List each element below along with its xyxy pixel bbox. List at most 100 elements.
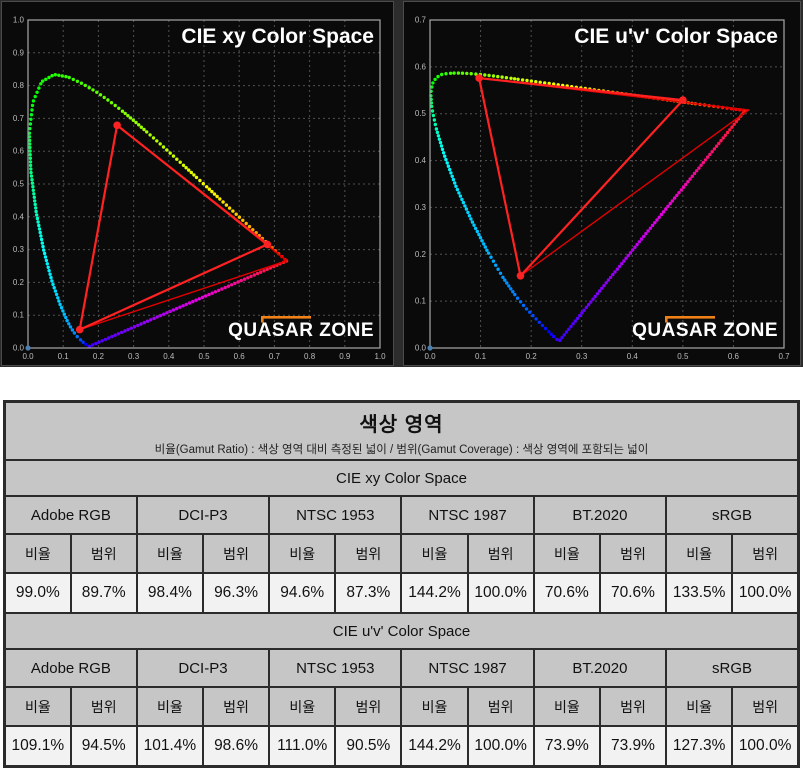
svg-text:0.4: 0.4 xyxy=(13,212,25,221)
ratio-value: 144.2% xyxy=(400,572,469,614)
coverage-label: 범위 xyxy=(334,533,403,574)
svg-text:0.3: 0.3 xyxy=(415,203,427,212)
colorspace-header: NTSC 1953 xyxy=(268,495,403,535)
coverage-label: 범위 xyxy=(69,533,138,574)
ratio-value: 70.6% xyxy=(532,572,601,614)
svg-text:0.2: 0.2 xyxy=(415,250,427,259)
chart-title: CIE xy Color Space xyxy=(181,25,374,48)
grid-lines xyxy=(430,20,784,348)
spectral-locus xyxy=(429,71,747,342)
ratio-label: 비율 xyxy=(665,533,734,574)
colorspace-header: DCI-P3 xyxy=(135,648,271,688)
svg-text:0.0: 0.0 xyxy=(424,352,436,361)
coverage-value: 70.6% xyxy=(598,572,668,614)
svg-text:0.4: 0.4 xyxy=(163,352,175,361)
ratio-label: 비율 xyxy=(400,686,469,727)
svg-text:0.7: 0.7 xyxy=(415,16,427,25)
colorspace-header: sRGB xyxy=(665,648,800,688)
coverage-value: 100.0% xyxy=(466,572,535,614)
spectral-locus xyxy=(27,73,289,349)
coverage-value: 87.3% xyxy=(334,572,403,614)
colorspace-header: NTSC 1987 xyxy=(400,648,535,688)
cie-xy-chart: 0.00.0 0.1 0.1 0.2 0.2 0.3 0.3 0.4 0.4 0.5 0.5 0.6 0… xyxy=(1,1,394,366)
ratio-value: 127.3% xyxy=(665,725,734,768)
svg-text:0.5: 0.5 xyxy=(677,352,689,361)
ratio-label: 비율 xyxy=(3,686,72,727)
svg-text:0.2: 0.2 xyxy=(526,352,538,361)
svg-text:0.2: 0.2 xyxy=(13,278,25,287)
coverage-value: 96.3% xyxy=(201,572,271,614)
svg-text:0.7: 0.7 xyxy=(13,114,25,123)
coverage-label: 범위 xyxy=(466,686,535,727)
coverage-label: 범위 xyxy=(731,686,800,727)
svg-text:0.6: 0.6 xyxy=(13,147,25,156)
ratio-value: 101.4% xyxy=(135,725,204,768)
coverage-label: 범위 xyxy=(201,533,271,574)
svg-text:0.9: 0.9 xyxy=(339,352,351,361)
chart-title: CIE u'v' Color Space xyxy=(574,25,778,48)
svg-text:0.1: 0.1 xyxy=(475,352,487,361)
colorspace-header: Adobe RGB xyxy=(3,648,138,688)
ratio-coverage-labels-row: 비율 범위 비율 범위 비율 범위 비율 범위 비율 범위 비율 범위 xyxy=(3,533,800,574)
axis-tick-labels: 0.00.0 0.1 0.1 0.2 0.2 0.3 0.3 0.4 0.4 0.5 0.5 0.6 0… xyxy=(415,16,790,362)
svg-text:1.0: 1.0 xyxy=(13,16,25,25)
svg-text:0.4: 0.4 xyxy=(627,352,639,361)
colorspace-names-row: Adobe RGB DCI-P3 NTSC 1953 NTSC 1987 BT.2020… xyxy=(3,648,800,688)
section-row-xy: CIE xy Color Space xyxy=(3,459,800,497)
coverage-value: 73.9% xyxy=(598,725,668,768)
ratio-label: 비율 xyxy=(135,533,204,574)
svg-text:0.2: 0.2 xyxy=(93,352,105,361)
spacer xyxy=(0,367,803,400)
ratio-value: 133.5% xyxy=(665,572,734,614)
coverage-value: 89.7% xyxy=(69,572,138,614)
coverage-value: 94.5% xyxy=(69,725,138,768)
values-row: 99.0% 89.7% 98.4% 96.3% 94.6% 87.3% 144.2% 100.… xyxy=(3,572,800,614)
svg-text:0.8: 0.8 xyxy=(13,81,25,90)
svg-text:0.6: 0.6 xyxy=(234,352,246,361)
plot-frame xyxy=(27,19,381,349)
ratio-value: 111.0% xyxy=(268,725,337,768)
origin-marker xyxy=(25,345,31,351)
table-header-row: 색상 영역 비율(Gamut Ratio) : 색상 영역 대비 측정된 넓이 … xyxy=(3,400,800,461)
svg-text:0.5: 0.5 xyxy=(415,109,427,118)
quasarzone-logo: QUASAR ZONE xyxy=(228,316,374,341)
coverage-label: 범위 xyxy=(69,686,138,727)
colorspace-header: NTSC 1953 xyxy=(268,648,403,688)
svg-text:0.4: 0.4 xyxy=(415,156,427,165)
svg-text:0.3: 0.3 xyxy=(128,352,140,361)
coverage-value: 100.0% xyxy=(466,725,535,768)
colorspace-header: Adobe RGB xyxy=(3,495,138,535)
ratio-label: 비율 xyxy=(665,686,734,727)
svg-text:0.7: 0.7 xyxy=(778,352,790,361)
ratio-value: 73.9% xyxy=(532,725,601,768)
svg-text:0.5: 0.5 xyxy=(13,180,25,189)
quasarzone-logo: QUASAR ZONE xyxy=(632,316,778,341)
ratio-label: 비율 xyxy=(400,533,469,574)
svg-text:0.7: 0.7 xyxy=(269,352,281,361)
ratio-value: 144.2% xyxy=(400,725,469,768)
ratio-label: 비율 xyxy=(3,533,72,574)
section-row-uv: CIE u'v' Color Space xyxy=(3,612,800,650)
section-title-uv: CIE u'v' Color Space xyxy=(3,612,800,650)
svg-text:0.6: 0.6 xyxy=(415,62,427,71)
section-title-xy: CIE xy Color Space xyxy=(3,459,800,497)
axis-tick-labels: 0.00.0 0.1 0.1 0.2 0.2 0.3 0.3 0.4 0.4 0.5 0.5 0.6 0… xyxy=(13,16,386,362)
svg-text:0.3: 0.3 xyxy=(13,245,25,254)
charts-strip: 0.0 0.0 0.1 0.1 0.2 0.2 0.3 0.3 0.4 0.4 0.5 0.5 0.6 0… xyxy=(0,0,803,367)
svg-text:0.1: 0.1 xyxy=(58,352,70,361)
colorspace-header: DCI-P3 xyxy=(135,495,271,535)
svg-text:0.3: 0.3 xyxy=(576,352,588,361)
table-title: 색상 영역 xyxy=(359,414,444,436)
svg-text:0.6: 0.6 xyxy=(728,352,740,361)
values-row: 109.1% 94.5% 101.4% 98.6% 111.0% 90.5% 144.2% 1… xyxy=(3,725,800,768)
coverage-label: 범위 xyxy=(598,686,668,727)
colorspace-header: BT.2020 xyxy=(532,495,668,535)
colorspace-header: NTSC 1987 xyxy=(400,495,535,535)
ratio-value: 99.0% xyxy=(3,572,72,614)
colorspace-names-row: Adobe RGB DCI-P3 NTSC 1953 NTSC 1987 BT.2020… xyxy=(3,495,800,535)
ratio-label: 비율 xyxy=(532,533,601,574)
cie-uv-chart-panel: 0.0 0.0 0.1 0.1 0.2 0.2 0.3 0.3 0.4 0.4 0.5 0.5 0.6 0… xyxy=(403,1,801,366)
ratio-value: 98.4% xyxy=(135,572,204,614)
ratio-label: 비율 xyxy=(532,686,601,727)
coverage-label: 범위 xyxy=(466,533,535,574)
